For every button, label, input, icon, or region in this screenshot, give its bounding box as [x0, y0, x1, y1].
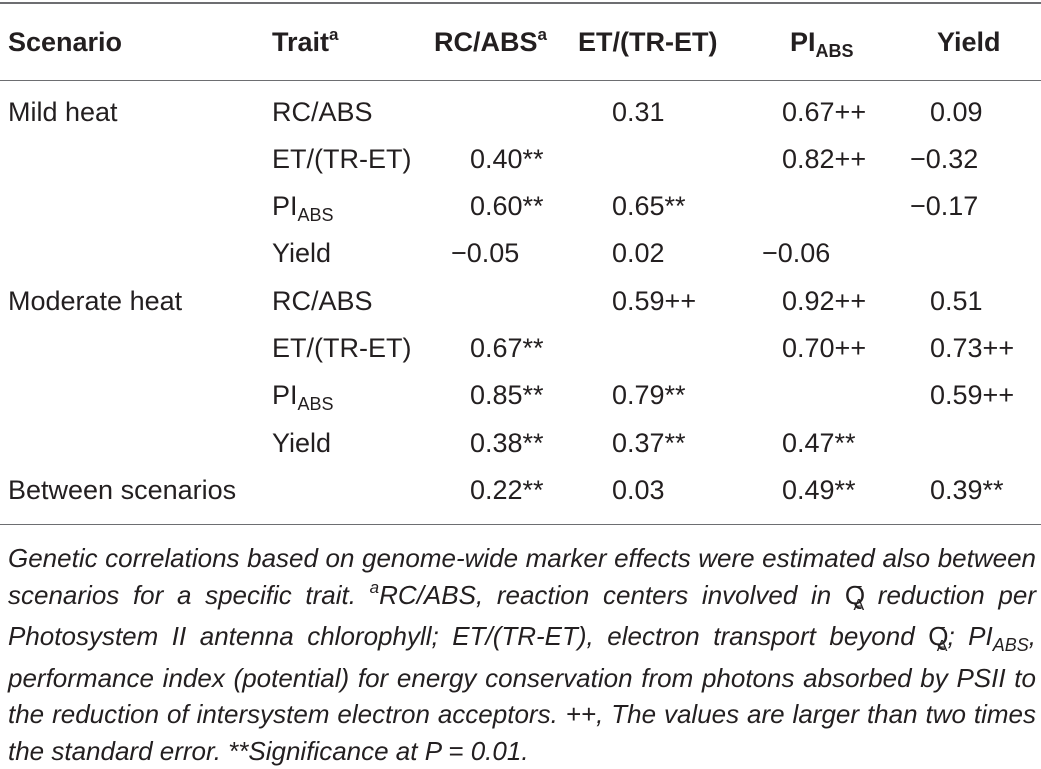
cell-rcabs: 0.60**: [470, 191, 544, 221]
cell-ettr: 0.03: [612, 475, 665, 505]
cell-ettr: 0.79**: [612, 380, 686, 410]
row-trait: PIABS: [272, 380, 334, 414]
header-trait: Traita: [272, 25, 339, 57]
cell-piabs: 0.82++: [782, 144, 867, 174]
qa-symbol: Q−A: [928, 620, 949, 655]
cell-rcabs: 0.38**: [470, 428, 544, 458]
cell-yield: 0.51: [930, 286, 983, 316]
table-footnote: Genetic correlations based on genome-wid…: [8, 543, 1036, 766]
row-scenario: Between scenarios: [8, 475, 237, 505]
cell-rcabs: −0.05: [451, 238, 520, 268]
cell-yield: −0.32: [910, 144, 979, 174]
table-bottom-rule: [0, 524, 1041, 525]
cell-piabs: −0.06: [762, 238, 831, 268]
cell-rcabs: 0.40**: [470, 144, 544, 174]
row-scenario: Mild heat: [8, 97, 118, 127]
header-yield: Yield: [937, 27, 1001, 57]
cell-ettr: 0.65**: [612, 191, 686, 221]
row-scenario: Moderate heat: [8, 286, 183, 316]
cell-yield: −0.17: [910, 191, 979, 221]
row-trait: PIABS: [272, 191, 334, 225]
cell-yield: 0.59++: [930, 380, 1015, 410]
row-trait: Yield: [272, 238, 332, 268]
table-header-rule: [0, 80, 1041, 81]
header-rcabs: RC/ABSa: [434, 25, 547, 57]
qa-symbol: Q−A: [844, 578, 866, 614]
row-trait: RC/ABS: [272, 97, 373, 127]
header-scenario: Scenario: [8, 27, 123, 57]
cell-ettr: 0.31: [612, 97, 665, 127]
cell-ettr: 0.37**: [612, 428, 686, 458]
cell-rcabs: 0.85**: [470, 380, 544, 410]
cell-piabs: 0.49**: [782, 475, 856, 505]
row-trait: RC/ABS: [272, 286, 373, 316]
cell-ettr: 0.59++: [612, 286, 697, 316]
cell-rcabs: 0.22**: [470, 475, 544, 505]
cell-yield: 0.73++: [930, 333, 1015, 363]
cell-yield: 0.39**: [930, 475, 1004, 505]
header-ettr: ET/(TR-ET): [578, 27, 718, 57]
cell-piabs: 0.47**: [782, 428, 856, 458]
cell-yield: 0.09: [930, 97, 983, 127]
row-trait: ET/(TR-ET): [272, 144, 412, 174]
row-trait: Yield: [272, 428, 332, 458]
cell-ettr: 0.02: [612, 238, 665, 268]
header-piabs: PIABS: [790, 27, 854, 61]
cell-piabs: 0.70++: [782, 333, 867, 363]
table-top-rule: [0, 2, 1041, 4]
cell-rcabs: 0.67**: [470, 333, 544, 363]
row-trait: ET/(TR-ET): [272, 333, 412, 363]
cell-piabs: 0.92++: [782, 286, 867, 316]
cell-piabs: 0.67++: [782, 97, 867, 127]
